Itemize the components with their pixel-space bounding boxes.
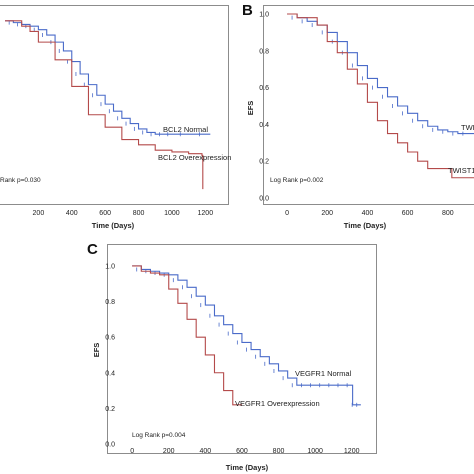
x-tick-label: 400	[199, 448, 211, 455]
plot-frame-c	[107, 244, 377, 454]
y-tick-label: 1.0	[259, 12, 269, 19]
x-tick-label: 400	[66, 210, 78, 217]
y-tick-label: 0.8	[259, 48, 269, 55]
series-label-bcl2-normal: BCL2 Normal	[163, 125, 208, 134]
x-tick-label: 200	[163, 448, 175, 455]
curves-c	[132, 265, 361, 407]
x-tick-label: 800	[133, 210, 145, 217]
x-tick-label: 600	[402, 210, 414, 217]
km-plot-a: 200 400 600 800 1000 1200 BCL2 Normal BCL2 Ov…	[0, 20, 231, 230]
x-tick-label: 0	[130, 448, 134, 455]
y-tick-label: 0.2	[105, 406, 115, 413]
y-tick-label: 0.4	[259, 122, 269, 129]
panel-c: C 0 200 400 600 800 1000 1200 1.0 0.8 0.6 0.4 0.2 0.…	[87, 238, 383, 474]
log-rank-annotation-b: Log Rank p=0.002	[270, 177, 324, 184]
panel-letter-b: B	[242, 2, 253, 19]
survival-curve-normal	[287, 13, 474, 135]
x-axis-title-a: Time (Days)	[92, 221, 135, 230]
y-axis-title-c: EFS	[92, 343, 101, 358]
x-tick-label: 1000	[164, 210, 180, 217]
survival-curve-overexpression	[5, 20, 204, 190]
y-axis-title-b: EFS	[246, 101, 255, 116]
ticks-b: 02004006008001001.00.80.60.40.20.0	[259, 12, 454, 218]
panel-letter-c: C	[87, 241, 98, 258]
x-tick-label: 1200	[198, 210, 214, 217]
x-axis-title-b: Time (Days)	[344, 221, 387, 230]
series-label-twist-normal: TWI	[461, 123, 474, 132]
y-tick-label: 0.6	[259, 85, 269, 92]
log-rank-annotation-c: Log Rank p=0.004	[132, 432, 186, 439]
x-tick-label: 800	[273, 448, 285, 455]
km-plot-b: 02004006008001001.00.80.60.40.20.0 TWI T…	[246, 12, 474, 230]
survival-curve-normal	[5, 20, 211, 135]
log-rank-annotation-a: Rank p=0.030	[0, 177, 41, 184]
km-plot-c: 0 200 400 600 800 1000 12001.00.80.60.40.20.0 …	[92, 263, 361, 472]
curves-b	[287, 13, 474, 179]
x-tick-label: 0	[285, 210, 289, 217]
x-tick-label: 600	[236, 448, 248, 455]
x-tick-label: 1000	[307, 448, 323, 455]
y-tick-label: 0.4	[105, 370, 115, 377]
x-axis-title-c: Time (Days)	[226, 463, 269, 472]
x-tick-label: 600	[99, 210, 111, 217]
y-tick-label: 1.0	[105, 263, 115, 270]
panel-a: 200 400 600 800 1000 1200 BCL2 Normal BCL2 Ov…	[0, 0, 232, 232]
x-tick-label: 800	[442, 210, 454, 217]
survival-curve-normal	[132, 265, 361, 406]
series-label-vegfr1-overexpression: VEGFR1 Overexpression	[235, 399, 320, 408]
x-tick-label: 400	[362, 210, 374, 217]
survival-curve-overexpression	[287, 13, 474, 179]
survival-curve-overexpression	[132, 265, 242, 406]
y-tick-label: 0.0	[105, 442, 115, 449]
y-tick-label: 0.0	[259, 196, 269, 203]
series-label-bcl2-overexpression: BCL2 Overexpression	[158, 153, 231, 162]
y-tick-label: 0.2	[259, 159, 269, 166]
plot-frame-b	[263, 5, 474, 205]
panel-b: B 02004006008001001.00.80.60.40.20.0 TWI…	[240, 0, 474, 232]
x-ticks-a: 200 400 600 800 1000 1200	[33, 210, 214, 217]
x-tick-label: 1200	[344, 448, 360, 455]
series-label-vegfr1-normal: VEGFR1 Normal	[295, 369, 352, 378]
y-tick-label: 0.8	[105, 299, 115, 306]
curves-a	[5, 20, 211, 190]
x-tick-label: 200	[321, 210, 333, 217]
ticks-c: 0 200 400 600 800 1000 1200 1.0 0.8 0.6 0.4 0.2 0.0	[105, 263, 359, 455]
series-label-twist-overexpression: TWIST1	[448, 166, 474, 175]
y-tick-label: 0.6	[105, 335, 115, 342]
x-tick-label: 200	[33, 210, 45, 217]
